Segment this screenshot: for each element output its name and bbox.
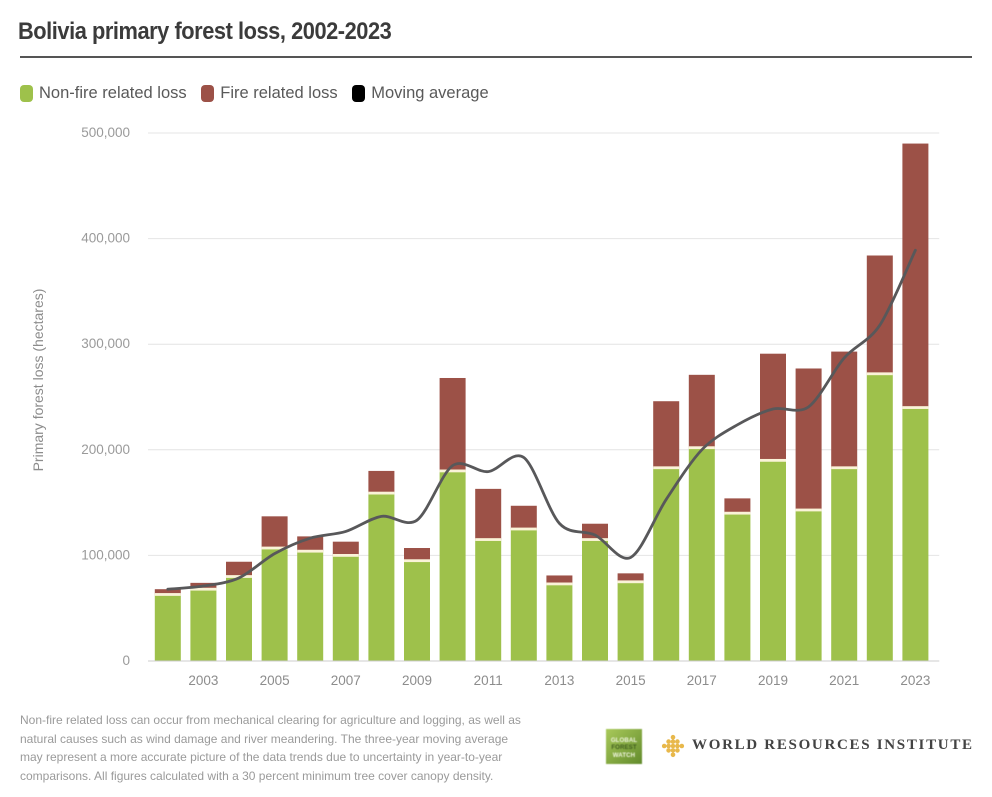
svg-text:300,000: 300,000: [81, 336, 130, 351]
svg-text:2013: 2013: [544, 673, 574, 688]
svg-text:400,000: 400,000: [81, 231, 130, 246]
svg-text:2003: 2003: [188, 673, 218, 688]
svg-text:2023: 2023: [900, 673, 930, 688]
svg-text:500,000: 500,000: [81, 125, 130, 140]
svg-text:200,000: 200,000: [81, 442, 130, 457]
svg-text:2019: 2019: [758, 673, 788, 688]
svg-text:2021: 2021: [829, 673, 859, 688]
svg-text:2005: 2005: [260, 673, 290, 688]
svg-text:2015: 2015: [616, 673, 646, 688]
svg-text:2007: 2007: [331, 673, 361, 688]
svg-text:2011: 2011: [474, 673, 503, 688]
svg-text:100,000: 100,000: [81, 547, 130, 562]
svg-text:2009: 2009: [402, 673, 432, 688]
svg-text:0: 0: [122, 653, 130, 668]
svg-text:2017: 2017: [687, 673, 717, 688]
